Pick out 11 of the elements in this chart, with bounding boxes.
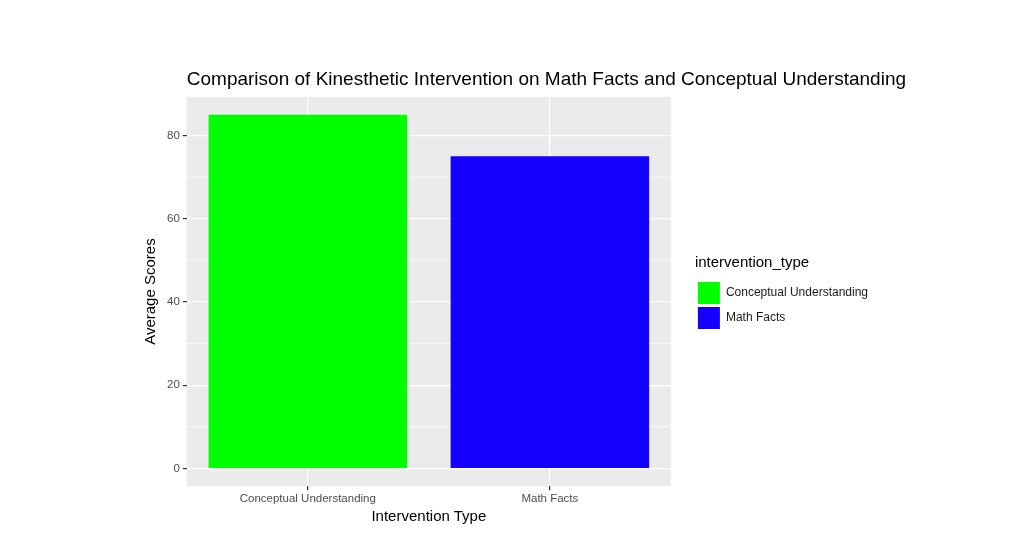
y-tick-label: 20 xyxy=(166,378,180,391)
legend-title: intervention_type xyxy=(694,252,810,270)
y-tick-label: 0 xyxy=(173,461,180,474)
y-axis-title: Average Scores xyxy=(141,238,159,345)
legend-label: Math Facts xyxy=(725,310,786,325)
y-tick-label: 60 xyxy=(166,211,180,224)
chart-title: Comparison of Kinesthetic Intervention on Math Facts and Conceptual Understanding xyxy=(186,68,907,89)
x-axis-title: Intervention Type xyxy=(371,507,487,525)
y-tick-label: 80 xyxy=(166,128,180,141)
y-tick-label: 40 xyxy=(166,295,180,308)
legend-label: Conceptual Understanding xyxy=(725,285,869,300)
